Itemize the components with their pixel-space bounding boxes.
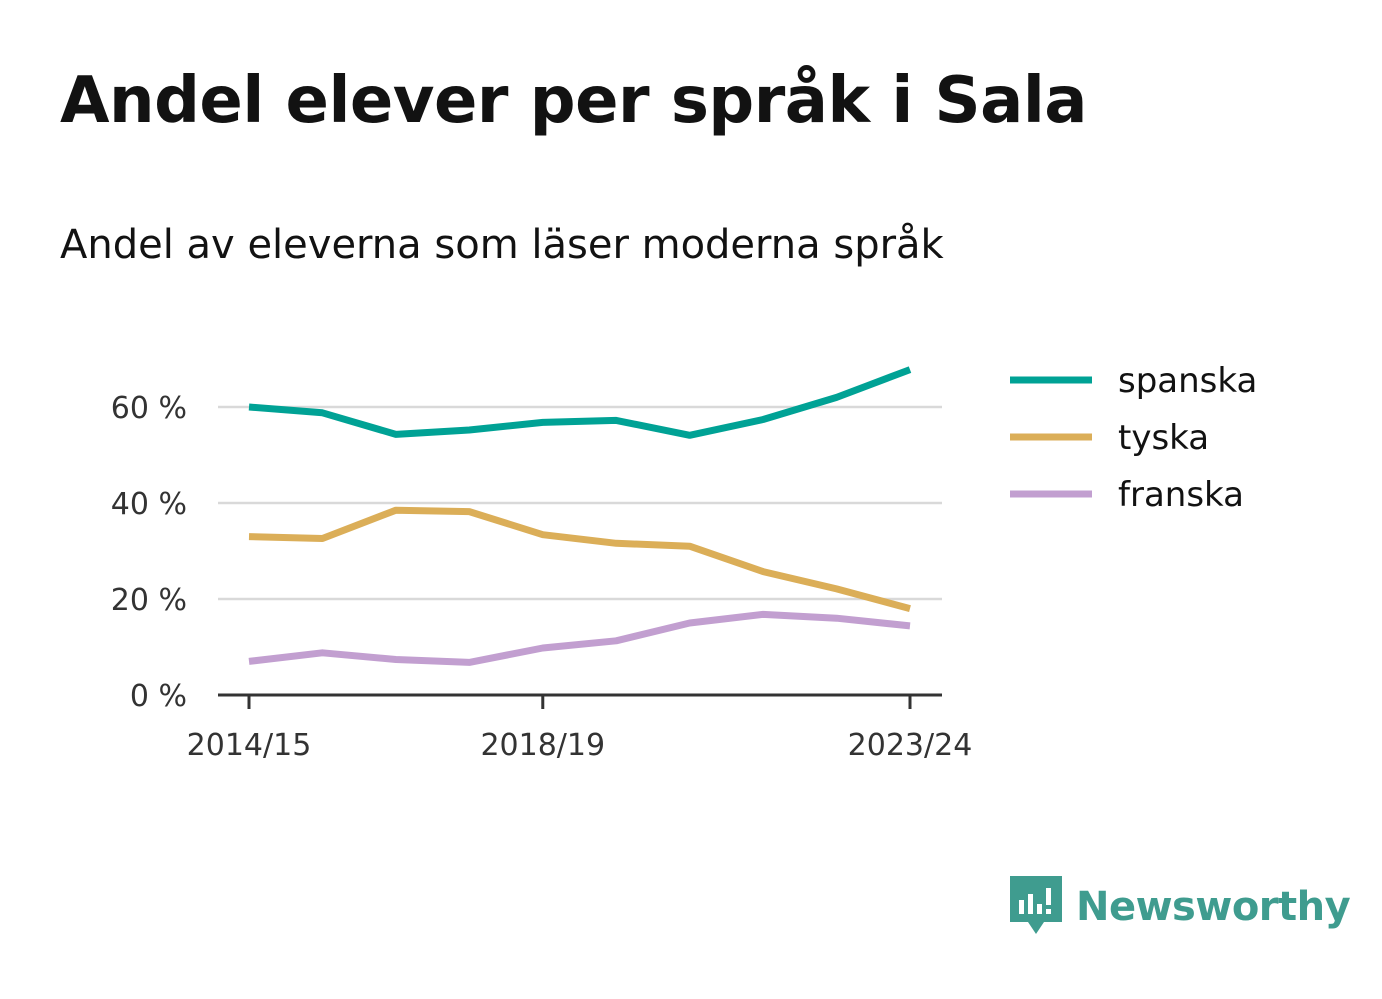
chart-title: Andel elever per språk i Sala: [60, 64, 1087, 138]
series-line-franska: [248, 610, 911, 666]
brand-name: Newsworthy: [1076, 884, 1351, 930]
series-line-tyska: [248, 506, 911, 612]
y-tick-label: 0 %: [130, 679, 187, 714]
legend-label-spanska: spanska: [1118, 361, 1257, 401]
brand-logo: Newsworthy: [1010, 876, 1351, 938]
legend-label-franska: franska: [1118, 475, 1244, 515]
x-tick-label: 2023/24: [848, 728, 973, 763]
legend-label-tyska: tyska: [1118, 418, 1209, 458]
newsworthy-logo-icon: [1010, 876, 1062, 934]
series-line-spanska: [248, 366, 912, 439]
y-tick-label: 40 %: [111, 487, 187, 522]
y-tick-label: 60 %: [111, 391, 187, 426]
x-tick-label: 2018/19: [480, 728, 605, 763]
x-tick-label: 2014/15: [187, 728, 312, 763]
chart-subtitle: Andel av eleverna som läser moderna språ…: [60, 222, 944, 268]
y-tick-label: 20 %: [111, 583, 187, 618]
